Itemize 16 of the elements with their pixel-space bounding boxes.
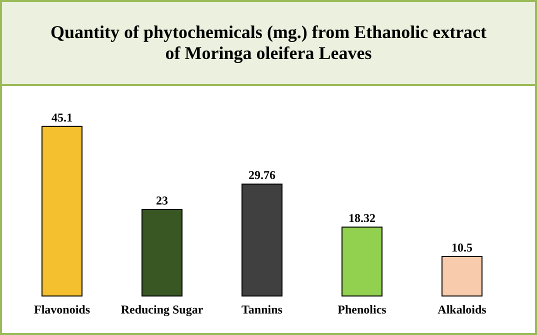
bar <box>442 256 482 296</box>
data-label: 23 <box>156 194 168 208</box>
data-label: 10.5 <box>452 240 472 255</box>
bar <box>42 126 82 296</box>
bar <box>242 184 282 296</box>
bar <box>342 226 382 296</box>
data-label: 45.1 <box>52 110 72 124</box>
x-tick-label: Alkaloids <box>438 302 487 316</box>
x-tick-label: Phenolics <box>338 302 387 316</box>
data-label: 18.32 <box>348 211 376 226</box>
x-tick-label: Reducing Sugar <box>120 302 204 316</box>
data-label: 29.76 <box>248 168 276 182</box>
x-tick-label: Flavonoids <box>34 302 90 316</box>
chart-title: Quantity of phytochemicals (mg.) from Ethanolic extract of Moringa oleifera Leaves <box>2 2 535 86</box>
bar <box>142 209 182 296</box>
x-tick-label: Tannins <box>242 302 283 316</box>
